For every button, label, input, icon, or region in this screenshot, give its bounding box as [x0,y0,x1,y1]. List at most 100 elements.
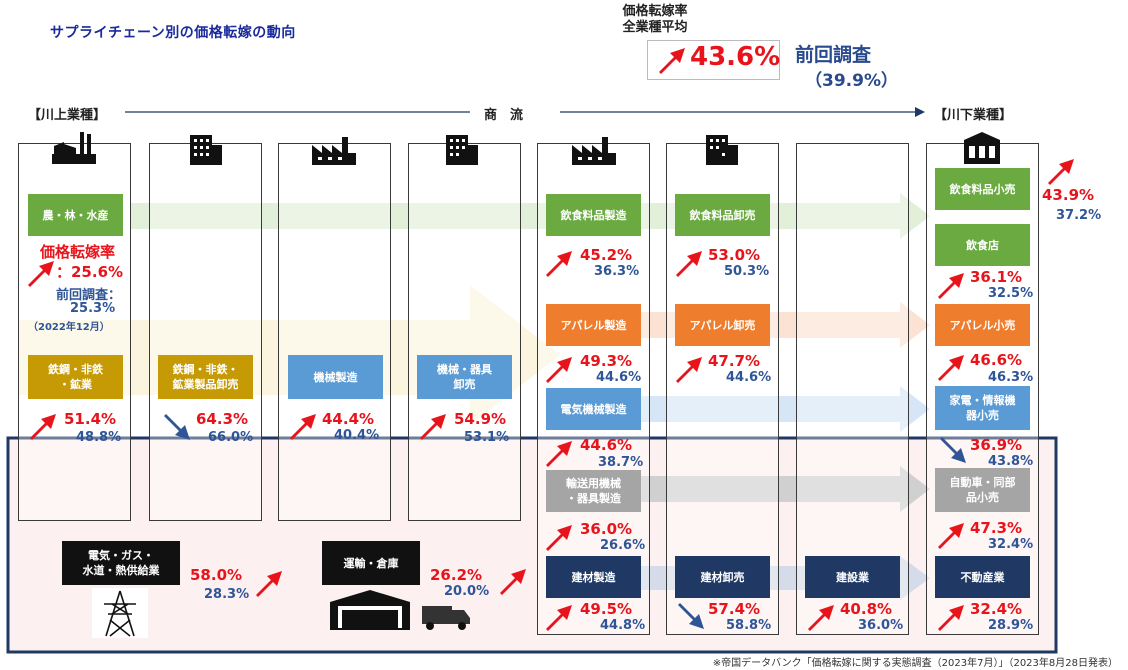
material-wholesale-down-arrow-icon [678,603,704,629]
construction-up-arrow-icon [808,605,834,631]
apparel-wholesale-previous: 44.6% [726,370,772,385]
column-metal-wholesale [149,143,262,521]
upstream-label: 【川上業種】 [28,108,107,123]
food-wholesale-current: 53.0% [708,246,761,264]
restaurant-current: 36.1% [970,268,1023,286]
elec-mfg-up-arrow-icon [546,441,572,467]
food-mfg-current: 45.2% [580,246,633,264]
average-label-line2: 全業種平均 [622,20,688,35]
construction-box: 建設業 [805,556,900,598]
real-estate-current: 32.4% [970,600,1023,618]
metal-wholesale-current: 64.3% [196,410,249,428]
elec-mfg-current: 44.6% [580,436,633,454]
transport-mfg-up-arrow-icon [546,525,572,551]
food-mfg-previous: 36.3% [594,264,640,279]
metal-mining-box: 鉄鋼・非鉄 ・鉱業 [28,355,123,399]
material-wholesale-box: 建材卸売 [675,556,770,598]
apparel-retail-previous: 46.3% [988,370,1034,385]
column-construction [796,143,909,635]
material-mfg-current: 49.5% [580,600,633,618]
transport-mfg-previous: 26.6% [600,538,646,553]
factory-roof-icon [312,137,356,165]
real-estate-up-arrow-icon [938,605,964,631]
real-estate-previous: 28.9% [988,618,1034,633]
apparel-retail-up-arrow-icon [938,355,964,381]
office-building-icon-3 [706,135,738,165]
page-title: サプライチェーン別の価格転嫁の動向 [50,25,296,41]
machine-wholesale-previous: 53.1% [464,430,510,445]
food-mfg-box: 飲食料品製造 [546,194,641,236]
apparel-mfg-up-arrow-icon [546,357,572,383]
material-mfg-box: 建材製造 [546,556,641,598]
food-retail-previous: 37.2% [1056,208,1102,223]
auto-retail-current: 47.3% [970,519,1023,537]
agri-up-arrow-icon [28,261,54,287]
transport-mfg-current: 36.0% [580,520,633,538]
elec-retail-down-arrow-icon [940,437,966,463]
agri-rate: ：25.6% [56,263,124,281]
metal-wholesale-down-arrow-icon [164,414,190,440]
machine-wholesale-box: 機械・器具 卸売 [417,355,512,399]
apparel-retail-box: アパレル小売 [935,304,1030,346]
elec-mfg-previous: 38.7% [598,455,644,470]
agri-prev-date: （2022年12月） [28,322,110,333]
metal-mining-current: 51.4% [64,410,117,428]
power-tower-icon [92,588,148,638]
metal-mining-up-arrow-icon [30,414,56,440]
logistics-previous: 20.0% [444,584,490,599]
transport-mfg-box: 輸送用機械 ・器具製造 [546,470,641,512]
average-label: 価格転嫁率 全業種平均 [600,4,710,36]
machine-mfg-previous: 40.4% [334,428,380,443]
apparel-mfg-current: 49.3% [580,352,633,370]
material-mfg-up-arrow-icon [546,605,572,631]
energy-previous: 28.3% [204,587,250,602]
restaurant-up-arrow-icon [938,273,964,299]
auto-retail-up-arrow-icon [938,523,964,549]
energy-box: 電気・ガス・ 水道・熱供給業 [62,541,180,585]
column-machine-wholesale [408,143,521,521]
apparel-mfg-box: アパレル製造 [546,304,641,346]
machine-wholesale-current: 54.9% [454,410,507,428]
agri-prev-value: 25.3% [70,301,116,316]
agri-prev-label: 前回調査： [56,288,122,303]
agri-rate-label: 価格転嫁率 [40,243,116,261]
energy-current: 58.0% [190,566,243,584]
source-footnote: ※帝国データバンク「価格転嫁に関する実態調査（2023年7月）」（2023年8月… [712,658,1118,669]
elec-retail-current: 36.9% [970,436,1023,454]
food-retail-current: 43.9% [1042,186,1095,204]
apparel-retail-current: 46.6% [970,351,1023,369]
elec-retail-previous: 43.8% [988,454,1034,469]
commerce-flow-label: 商 流 [484,108,524,123]
construction-current: 40.8% [840,600,893,618]
energy-up-arrow-icon [256,571,282,597]
food-wholesale-box: 飲食料品卸売 [675,194,770,236]
machine-mfg-current: 44.4% [322,410,375,428]
restaurant-box: 飲食店 [935,224,1030,266]
column-machine-mfg [278,143,391,521]
food-wholesale-up-arrow-icon [676,251,702,277]
apparel-mfg-previous: 44.6% [596,370,642,385]
food-mfg-up-arrow-icon [546,251,572,277]
office-building-icon-2 [446,135,478,165]
material-wholesale-previous: 58.8% [726,618,772,633]
apparel-wholesale-current: 47.7% [708,352,761,370]
factory-icon [52,132,96,164]
auto-retail-box: 自動車・同部 品小売 [935,468,1030,512]
elec-mfg-box: 電気機械製造 [546,388,641,430]
previous-value: （39.9%） [805,71,898,91]
apparel-wholesale-up-arrow-icon [676,357,702,383]
logistics-current: 26.2% [430,566,483,584]
agri-box: 農・林・水産 [28,194,123,236]
food-wholesale-previous: 50.3% [724,264,770,279]
metal-wholesale-box: 鉄鋼・非鉄・ 鉱業製品卸売 [158,355,253,399]
metal-mining-previous: 48.8% [76,430,122,445]
office-building-icon [190,135,222,165]
real-estate-box: 不動産業 [935,556,1030,598]
material-mfg-previous: 44.8% [600,618,646,633]
material-wholesale-current: 57.4% [708,600,761,618]
auto-retail-previous: 32.4% [988,537,1034,552]
metal-wholesale-previous: 66.0% [208,430,254,445]
logistics-box: 運輸・倉庫 [322,541,420,585]
food-retail-box: 飲食料品小売 [935,168,1030,210]
average-up-arrow-icon [659,48,685,74]
